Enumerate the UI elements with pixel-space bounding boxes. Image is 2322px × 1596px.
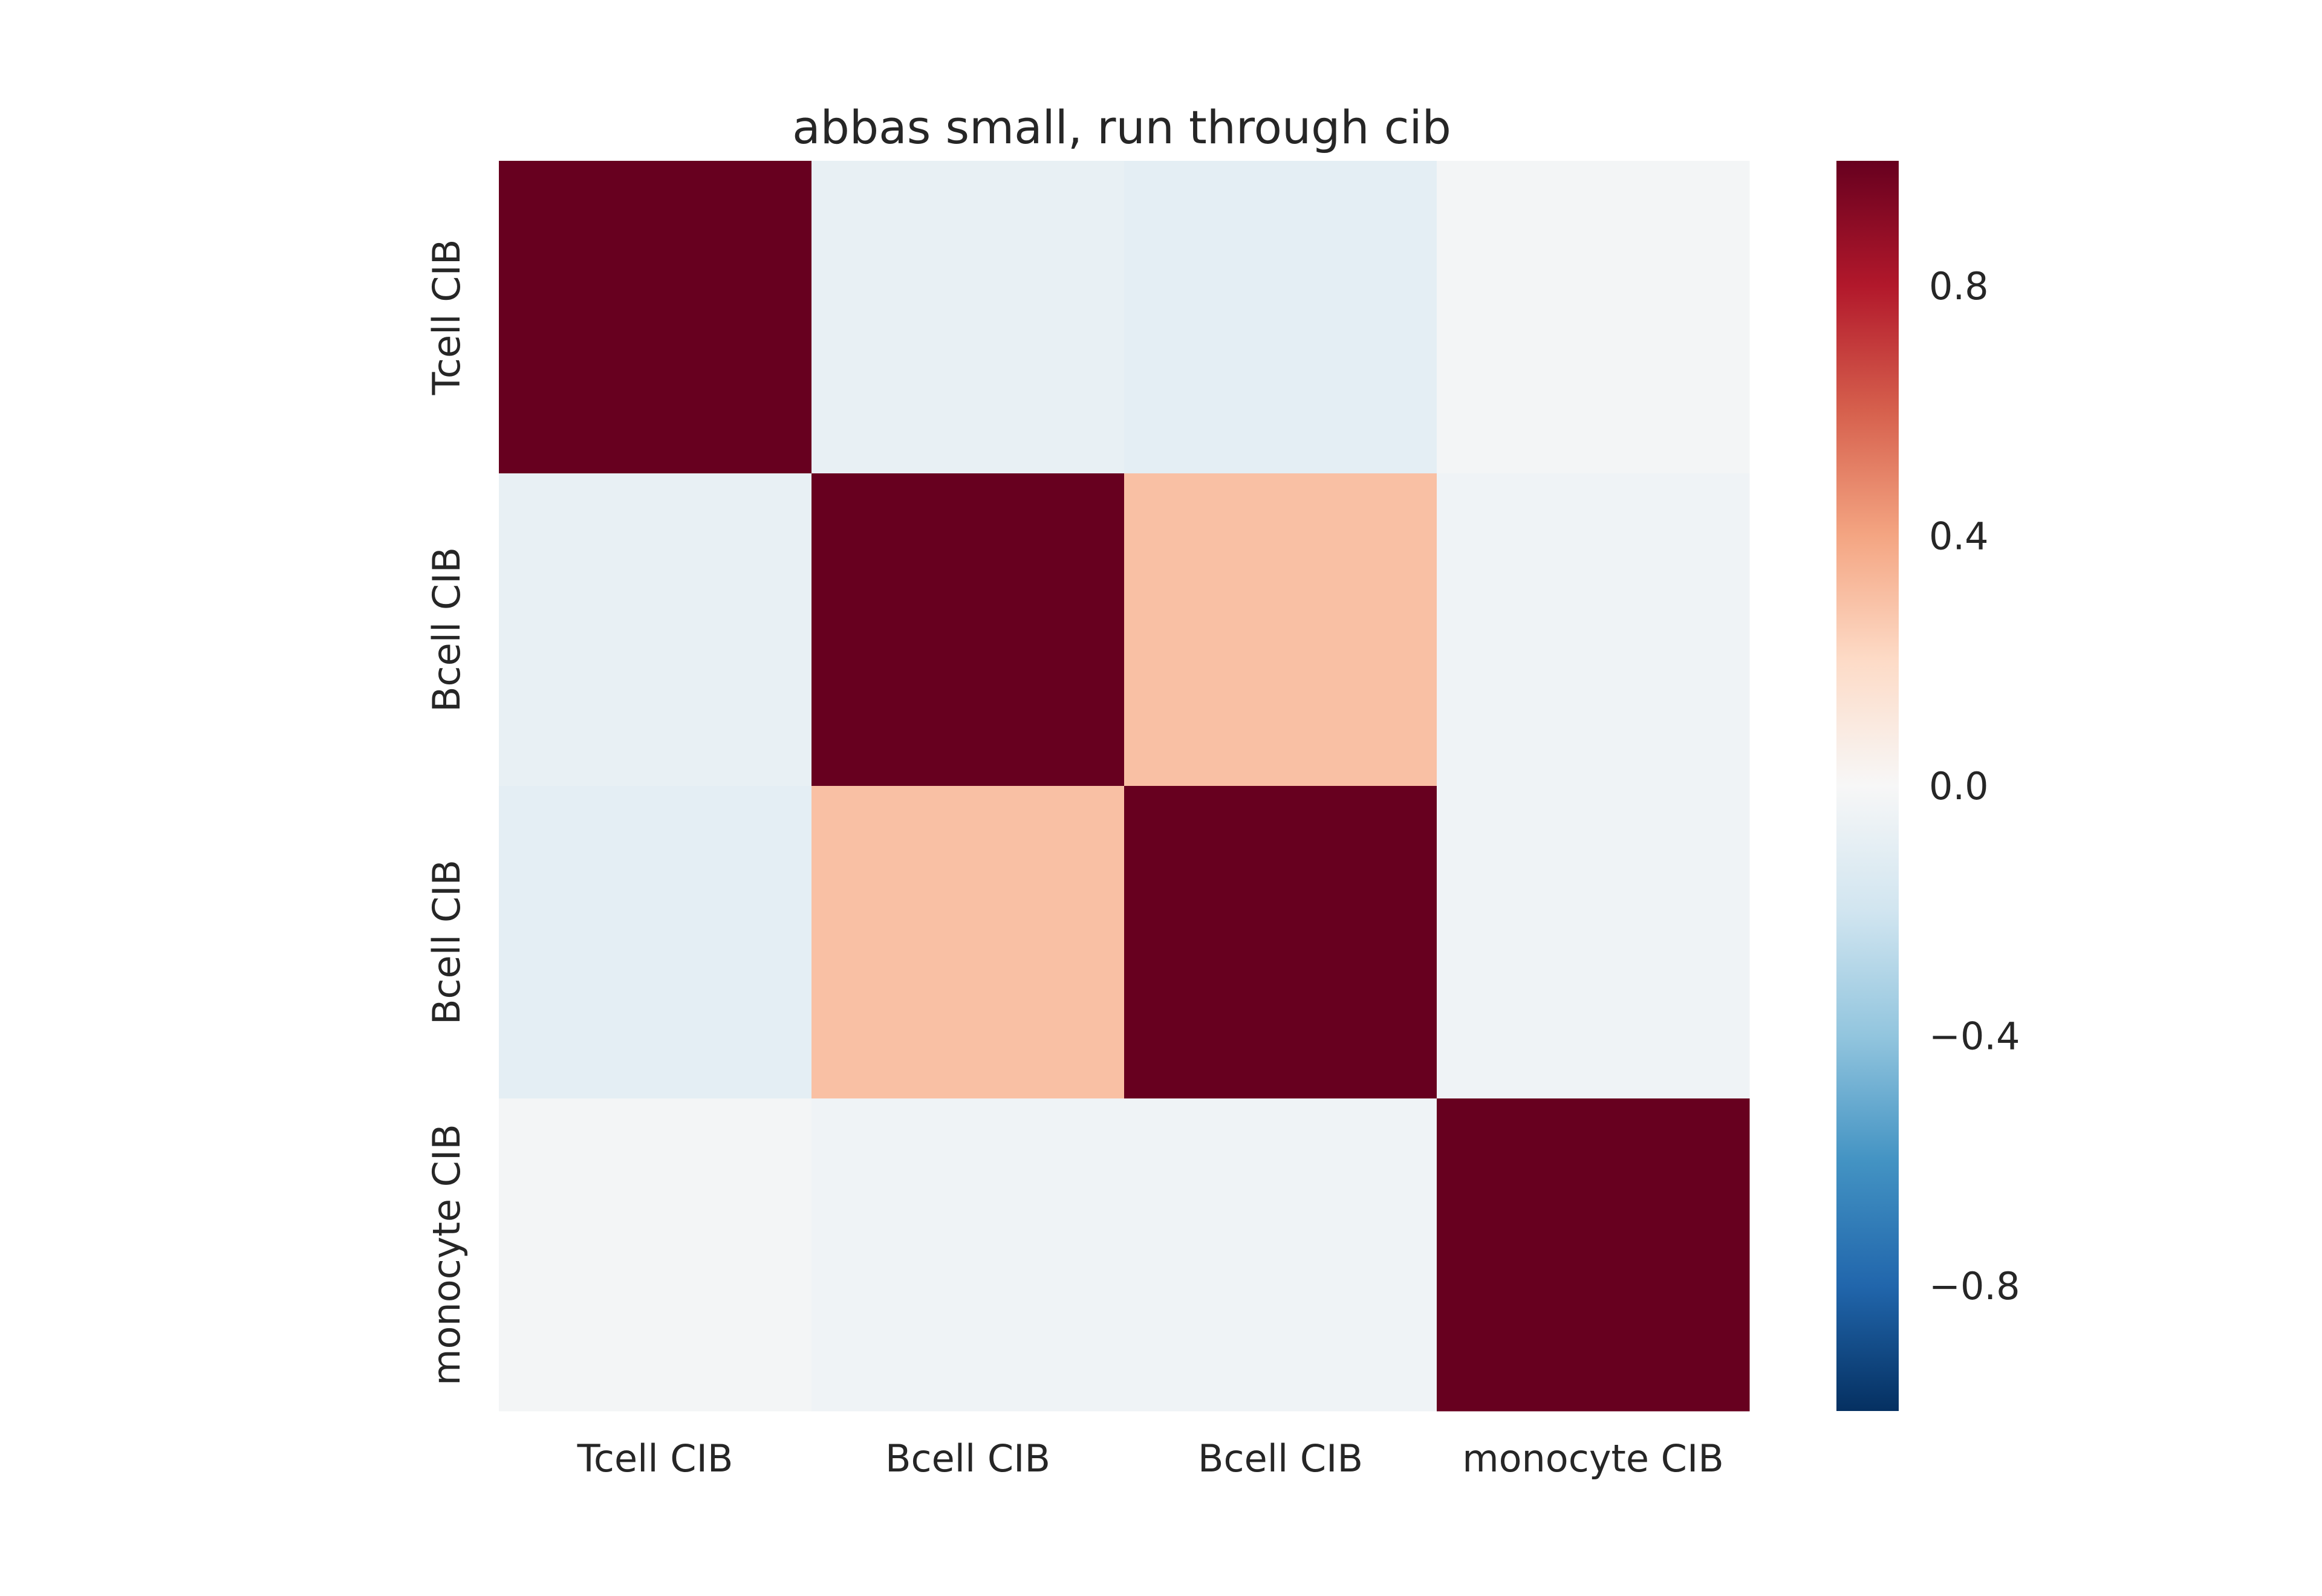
colorbar-tick-label: −0.8 — [1929, 1264, 2020, 1308]
chart-title: abbas small, run through cib — [792, 100, 1451, 154]
heatmap-cell — [811, 786, 1125, 1099]
heatmap-cell — [811, 161, 1125, 474]
heatmap-cell — [499, 786, 812, 1099]
y-tick-label: Bcell CIB — [424, 860, 469, 1025]
heatmap-cell — [499, 473, 812, 787]
heatmap-cell — [499, 1098, 812, 1412]
y-tick-label: Tcell CIB — [424, 239, 469, 396]
colorbar-tick-labels: 0.8 0.4 0.0 −0.4 −0.8 — [1929, 264, 2020, 1308]
x-tick-label: monocyte CIB — [1462, 1436, 1724, 1481]
x-tick-label: Tcell CIB — [577, 1436, 733, 1481]
heatmap-cell — [499, 161, 812, 474]
heatmap-cell — [811, 473, 1125, 787]
heatmap-cell — [1437, 161, 1750, 474]
colorbar-tick-label: −0.4 — [1929, 1014, 2020, 1059]
colorbar-tick-label: 0.4 — [1929, 514, 1989, 558]
x-tick-labels: Tcell CIB Bcell CIB Bcell CIB monocyte CIB — [577, 1436, 1724, 1481]
heatmap-cell — [811, 1098, 1125, 1412]
heatmap-cell — [1124, 786, 1437, 1099]
heatmap-cells — [499, 161, 1750, 1412]
heatmap-cell — [1437, 786, 1750, 1099]
heatmap-cell — [1124, 473, 1437, 787]
x-tick-label: Bcell CIB — [885, 1436, 1050, 1481]
heatmap-cell — [1124, 1098, 1437, 1412]
y-tick-label: Bcell CIB — [424, 547, 469, 712]
colorbar-tick-label: 0.0 — [1929, 764, 1989, 808]
colorbar — [1836, 161, 1899, 1411]
x-tick-label: Bcell CIB — [1198, 1436, 1363, 1481]
y-tick-label: monocyte CIB — [424, 1124, 469, 1386]
heatmap-cell — [1437, 1098, 1750, 1412]
heatmap-cell — [1437, 473, 1750, 787]
y-tick-labels: Tcell CIB Bcell CIB Bcell CIB monocyte CIB — [424, 239, 469, 1386]
colorbar-tick-label: 0.8 — [1929, 264, 1989, 308]
heatmap-cell — [1124, 161, 1437, 474]
